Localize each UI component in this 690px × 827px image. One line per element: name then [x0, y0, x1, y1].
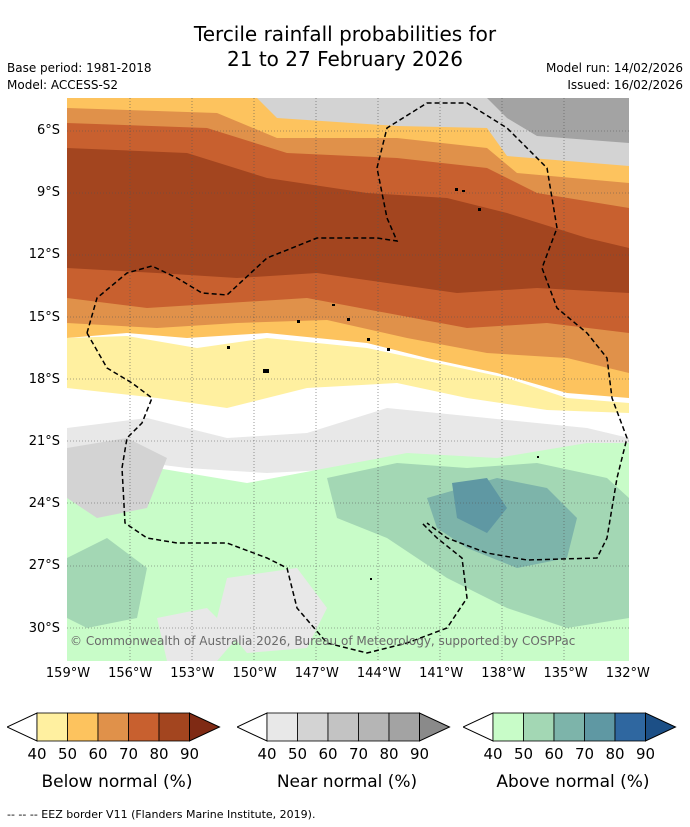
above-normal-70-region [452, 478, 507, 533]
title-line-1: Tercile rainfall probabilities for [193, 22, 497, 46]
above-colorbar [463, 712, 677, 742]
map-svg[interactable] [67, 98, 629, 661]
latitude-label: 15°S [28, 309, 60, 325]
below-colorbar-segment [67, 712, 99, 742]
eez-border-west [86, 332, 468, 654]
near-colorbar-tick: 40 [257, 745, 277, 763]
near-colorbar-tick: 50 [287, 745, 308, 763]
near-colorbar-segment [358, 712, 390, 742]
below-colorbar-segment [128, 712, 160, 742]
copyright: © Commonwealth of Australia 2026, Bureau… [70, 634, 576, 648]
near-colorbar-tick: 90 [409, 745, 430, 763]
near-normal-dark-region-top [487, 98, 629, 143]
issued-date: Issued: 16/02/2026 [567, 78, 683, 92]
meta-left: Base period: 1981-2018 Model: ACCESS-S2 [7, 60, 152, 94]
base-period: Base period: 1981-2018 [7, 61, 152, 75]
map-panel[interactable] [67, 98, 629, 661]
above-colorbar-min-arrow [463, 712, 494, 742]
near-normal-patch-southwest [157, 608, 237, 661]
below-colorbar-min-arrow [7, 712, 38, 742]
model-name: Model: ACCESS-S2 [7, 78, 119, 92]
longitude-label: 150°W [232, 666, 277, 681]
below-colorbar-max-arrow [189, 712, 221, 742]
model-run: Model run: 14/02/2026 [545, 61, 683, 75]
gridlines [67, 98, 629, 661]
eez-border-east [86, 102, 628, 561]
above-colorbar-title: Above normal (%) [496, 772, 650, 792]
map-title: Tercile rainfall probabilities for 21 to… [0, 22, 690, 72]
near-colorbar-title: Near normal (%) [276, 772, 418, 792]
longitude-label: 132°W [605, 666, 650, 681]
longitude-label: 135°W [543, 666, 588, 681]
near-colorbar-segment [327, 712, 359, 742]
longitude-label: 159°W [45, 666, 91, 681]
near-normal-middle [67, 408, 629, 473]
below-colorbar-tick: 80 [149, 745, 169, 763]
near-colorbar-tick: 60 [318, 745, 338, 763]
below-colorbar-segment [97, 712, 129, 742]
near-normal-patch-south [217, 568, 327, 653]
above-colorbar-tick: 40 [483, 745, 503, 763]
latitude-label: 6°S [36, 123, 60, 138]
latitude-label: 24°S [28, 496, 60, 512]
below-colorbar-segment [158, 712, 190, 742]
above-normal-50-west [67, 538, 147, 628]
below-colorbar-tick: 60 [88, 745, 108, 763]
below-colorbar-tick: 50 [57, 745, 78, 763]
footer-eez-note: -- -- -- EEZ border V11 (Flanders Marine… [7, 808, 316, 821]
longitude-label: 141°W [419, 666, 464, 681]
longitude-label: 144°W [356, 666, 402, 681]
above-colorbar-segment [492, 712, 524, 742]
above-colorbar-tick: 60 [544, 745, 564, 763]
islands [227, 188, 539, 580]
near-colorbar-tick: 80 [379, 745, 399, 763]
below-colorbar-tick: 40 [27, 745, 47, 763]
below-colorbar-title: Below normal (%) [41, 772, 193, 792]
latitude-label: 30°S [28, 620, 60, 636]
above-colorbar-tick: 50 [513, 745, 534, 763]
above-colorbar-segment [523, 712, 555, 742]
below-colorbar-tick: 90 [179, 745, 200, 763]
latitude-label: 27°S [28, 558, 60, 574]
longitude-label: 153°W [170, 666, 215, 681]
near-colorbar-segment [297, 712, 329, 742]
longitude-label: 147°W [294, 666, 339, 681]
near-colorbar-segment [388, 712, 420, 742]
above-colorbar-tick: 80 [605, 745, 625, 763]
below-normal-80-band [67, 148, 629, 293]
latitude-label: 12°S [28, 247, 60, 263]
longitude-label: 138°W [481, 666, 526, 681]
latitude-label: 21°S [28, 434, 60, 449]
above-colorbar-max-arrow [645, 712, 677, 742]
near-colorbar-min-arrow [237, 712, 268, 742]
near-colorbar-tick: 70 [348, 745, 369, 763]
meta-right: Model run: 14/02/2026 Issued: 16/02/2026 [546, 60, 683, 94]
below-colorbar-tick: 70 [118, 745, 139, 763]
above-colorbar-tick: 90 [635, 745, 656, 763]
above-colorbar-segment [584, 712, 616, 742]
near-normal-patch-west [67, 438, 167, 518]
below-normal-40-band [67, 336, 629, 413]
latitude-label: 9°S [36, 185, 60, 201]
above-colorbar-segment [553, 712, 585, 742]
below-colorbar-segment [36, 712, 68, 742]
below-colorbar [7, 712, 221, 742]
near-colorbar-max-arrow [419, 712, 451, 742]
latitude-label: 18°S [28, 371, 60, 387]
near-colorbar-segment [266, 712, 298, 742]
above-colorbar-segment [614, 712, 646, 742]
longitude-label: 156°W [108, 666, 153, 681]
title-line-2: 21 to 27 February 2026 [227, 47, 463, 71]
near-colorbar [237, 712, 451, 742]
above-colorbar-tick: 70 [574, 745, 595, 763]
